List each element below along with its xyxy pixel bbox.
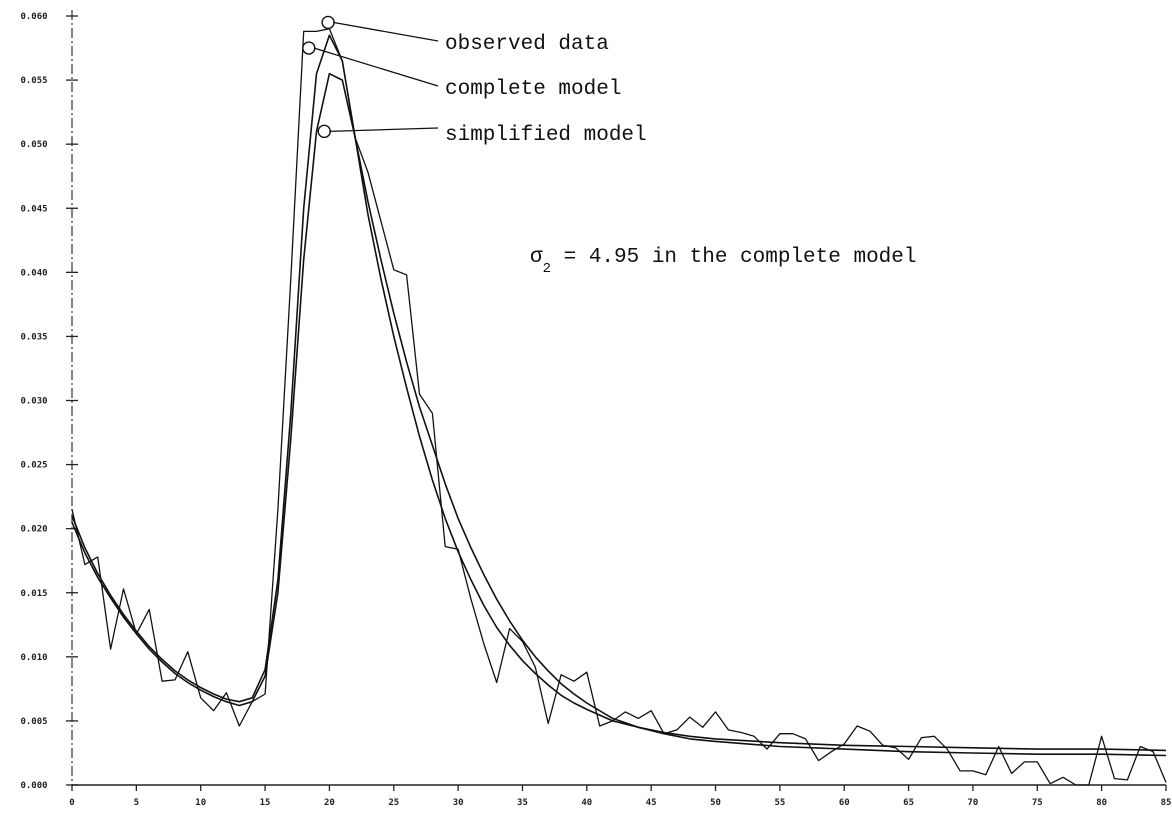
x-tick-label: 10 [195, 798, 206, 808]
series-lines [71, 28, 1167, 786]
annotation-leader-line [313, 47, 439, 87]
y-tick-label: 0.015 [20, 589, 47, 599]
y-tick-label: 0.055 [20, 76, 47, 86]
x-tick-label: 80 [1096, 798, 1107, 808]
sigma-note: σ2 = 4.95 in the complete model [530, 246, 916, 277]
x-tick-label: 5 [134, 798, 139, 808]
series-observed-data-line [71, 28, 1167, 786]
annotations: observed data complete model simplified … [302, 15, 916, 277]
x-tick-label: 45 [646, 798, 657, 808]
series-complete-model-line [71, 34, 1167, 752]
annotation-leader-line [329, 127, 439, 132]
annotation-observed-data: observed data [445, 33, 609, 56]
x-tick-label: 60 [839, 798, 850, 808]
y-tick-label: 0.040 [20, 268, 47, 278]
x-tick-label: 50 [710, 798, 721, 808]
sigma-subscript: 2 [543, 261, 551, 277]
annotation-leader-line [333, 21, 439, 42]
x-tick-label: 70 [968, 798, 979, 808]
y-tick-label: 0.050 [20, 140, 47, 150]
sigma-symbol: σ [530, 246, 543, 269]
y-tick-label: 0.020 [20, 525, 47, 535]
y-tick-label: 0.025 [20, 461, 47, 471]
x-tick-label: 85 [1161, 798, 1172, 808]
x-tick-label: 65 [903, 798, 914, 808]
y-tick-label: 0.035 [20, 332, 47, 342]
x-tick-label: 25 [388, 798, 399, 808]
x-tick-label: 0 [69, 798, 74, 808]
x-tick-label: 30 [453, 798, 464, 808]
y-tick-label: 0.010 [20, 653, 47, 663]
x-tick-label: 55 [774, 798, 785, 808]
y-tick-label: 0.030 [20, 397, 47, 407]
x-tick-label: 75 [1032, 798, 1043, 808]
x-tick-label: 15 [260, 798, 271, 808]
sigma-text: = 4.95 in the complete model [551, 246, 916, 269]
y-tick-label: 0.060 [20, 12, 47, 22]
x-tick-label: 20 [324, 798, 335, 808]
y-tick-label: 0.000 [20, 781, 47, 791]
annotation-complete-model: complete model [445, 78, 621, 101]
y-tick-label: 0.045 [20, 204, 47, 214]
series-simplified-model-line [71, 72, 1167, 757]
x-tick-label: 35 [517, 798, 528, 808]
annotation-simplified-model: simplified model [445, 124, 647, 147]
y-tick-label: 0.005 [20, 717, 47, 727]
x-tick-label: 40 [581, 798, 592, 808]
axes: 0.000 0.005 0.010 0.015 0.020 0.025 0.030 0.035… [20, 10, 1171, 808]
